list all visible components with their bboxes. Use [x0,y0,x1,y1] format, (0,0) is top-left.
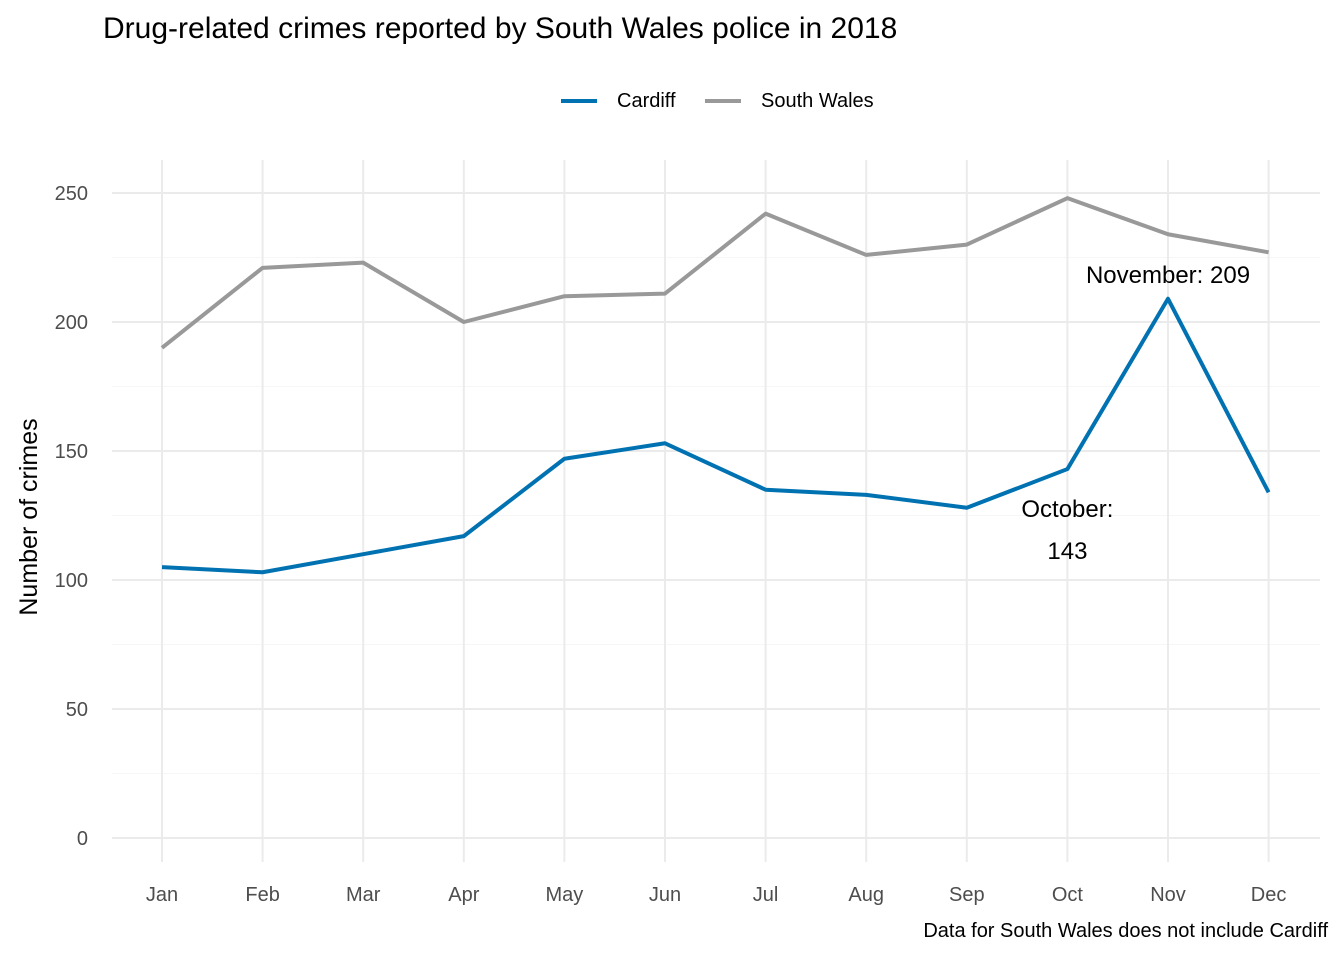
legend-swatch-cardiff [561,99,597,103]
x-tick-label-jun: Jun [649,884,681,906]
annotation-oct-line-0: October: [1021,496,1113,523]
x-tick-label-nov: Nov [1150,884,1186,906]
x-axis: Jan Feb Mar Apr May Jun Jul Aug Sep Oct Nov Dec [146,884,1287,906]
y-tick-label-100: 100 [55,570,88,592]
x-tick-label-may: May [546,884,584,906]
grid [112,160,1320,862]
x-tick-label-feb: Feb [245,884,279,906]
series-lines [160,196,1271,575]
legend-item-cardiff: Cardiff [561,86,676,116]
y-tick-label-0: 0 [77,828,88,850]
x-tick-label-oct: Oct [1052,884,1084,906]
annotation-oct-line-1: 143 [1047,538,1087,565]
y-axis-title: Number of crimes [15,418,43,615]
x-tick-label-dec: Dec [1251,884,1287,906]
x-tick-label-jan: Jan [146,884,178,906]
annotation-nov-line-0: November: 209 [1086,262,1250,289]
legend-item-south-wales: South Wales [705,86,874,116]
x-tick-label-sep: Sep [949,884,985,906]
chart-title: Drug-related crimes reported by South Wa… [103,12,898,45]
legend: Cardiff South Wales [0,86,1344,116]
x-tick-label-apr: Apr [448,884,479,906]
series-line-cardiff [161,296,1271,575]
x-tick-label-aug: Aug [848,884,884,906]
annotations: November: 209 October: 143 [1021,262,1250,565]
y-axis: 0 50 100 150 200 250 [55,183,88,850]
x-tick-label-mar: Mar [346,884,381,906]
y-tick-label-250: 250 [55,183,88,205]
legend-label-south-wales: South Wales [761,89,874,112]
y-tick-label-200: 200 [55,312,88,334]
series-line-south-wales [160,196,1269,350]
x-tick-label-jul: Jul [753,884,779,906]
legend-swatch-south-wales [705,99,741,103]
y-tick-label-50: 50 [66,699,88,721]
chart-caption: Data for South Wales does not include Ca… [923,920,1328,942]
y-tick-label-150: 150 [55,441,88,463]
legend-label-cardiff: Cardiff [617,89,676,112]
